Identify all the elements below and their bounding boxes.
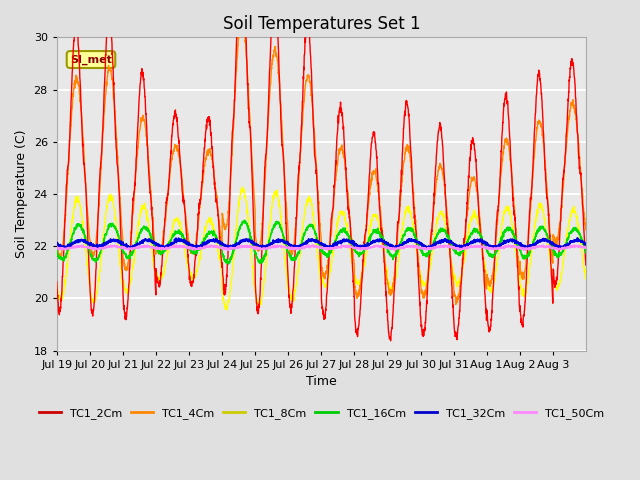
X-axis label: Time: Time xyxy=(306,375,337,388)
Y-axis label: Soil Temperature (C): Soil Temperature (C) xyxy=(15,130,28,258)
Legend: TC1_2Cm, TC1_4Cm, TC1_8Cm, TC1_16Cm, TC1_32Cm, TC1_50Cm: TC1_2Cm, TC1_4Cm, TC1_8Cm, TC1_16Cm, TC1… xyxy=(34,403,609,423)
Text: SI_met: SI_met xyxy=(70,54,112,65)
Title: Soil Temperatures Set 1: Soil Temperatures Set 1 xyxy=(223,15,420,33)
